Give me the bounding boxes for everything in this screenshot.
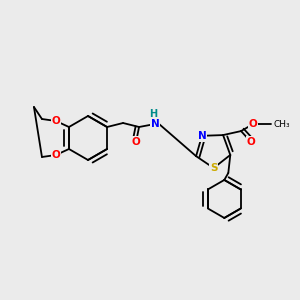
Text: O: O	[52, 150, 60, 160]
Text: N: N	[197, 131, 206, 141]
Text: O: O	[132, 137, 140, 147]
Text: S: S	[210, 163, 218, 173]
Text: O: O	[249, 119, 257, 129]
Text: N: N	[151, 119, 159, 129]
Text: O: O	[52, 116, 60, 126]
Text: CH₃: CH₃	[273, 120, 290, 129]
Text: H: H	[149, 109, 157, 119]
Text: O: O	[247, 137, 255, 147]
